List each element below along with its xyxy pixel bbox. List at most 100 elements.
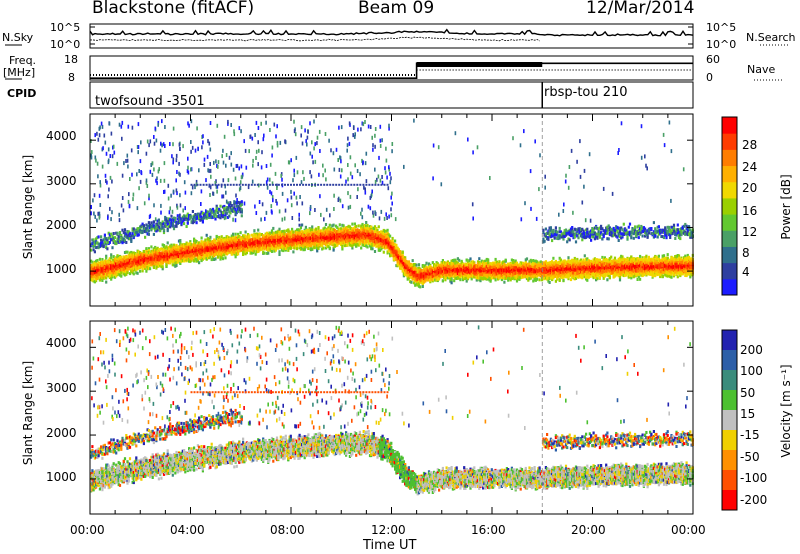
power-cell	[120, 270, 123, 274]
power-cell	[101, 239, 104, 243]
power-cell	[93, 250, 96, 254]
power-cell	[98, 266, 101, 269]
power-cell	[120, 236, 123, 240]
power-cell	[111, 272, 114, 276]
power-cell	[139, 255, 142, 259]
power-cell	[232, 232, 235, 236]
power-cell	[126, 261, 129, 265]
power-cell	[113, 240, 117, 244]
power-cell	[132, 258, 135, 262]
power-cell	[146, 260, 149, 264]
power-cell	[93, 243, 96, 247]
power-cell	[151, 258, 154, 262]
power-cell	[131, 271, 134, 275]
power-cell	[155, 253, 158, 257]
power-cell	[141, 263, 144, 267]
power-cell	[171, 224, 174, 227]
power-cell	[342, 224, 345, 228]
power-cell	[161, 220, 164, 224]
power-cell	[152, 250, 155, 254]
power-cell	[130, 237, 133, 241]
power-cell	[92, 248, 95, 252]
cpid-frame	[89, 81, 694, 109]
power-cell	[150, 227, 153, 231]
power-cell	[162, 245, 166, 249]
power-cell	[121, 238, 124, 242]
power-cell	[115, 231, 118, 235]
power-cell	[101, 258, 104, 261]
power-cell	[139, 265, 142, 269]
cpid-panel	[89, 81, 694, 109]
power-cell	[121, 236, 124, 240]
power-cell	[102, 268, 105, 272]
power-cell	[156, 261, 159, 265]
power-cell	[96, 263, 99, 267]
power-cell	[185, 225, 188, 228]
power-cell	[132, 272, 135, 276]
power-cell	[140, 258, 143, 262]
power-cell	[136, 260, 139, 264]
power-cell	[112, 271, 115, 275]
power-cell	[170, 223, 173, 227]
power-cell	[95, 246, 98, 250]
power-cell	[101, 268, 104, 272]
power-cell	[122, 264, 125, 268]
power-cell	[155, 224, 158, 228]
power-cell	[164, 224, 167, 228]
power-cell	[139, 251, 142, 255]
power-cell	[140, 224, 143, 228]
power-cell	[164, 246, 167, 250]
power-cell	[113, 268, 117, 272]
power-cell	[122, 231, 125, 235]
power-cell	[147, 224, 150, 228]
power-cell	[115, 256, 118, 260]
power-cell	[115, 274, 118, 278]
power-cell	[164, 215, 167, 219]
power-cell	[132, 261, 135, 265]
power-cell	[198, 261, 201, 265]
power-cell	[105, 273, 108, 276]
power-cell	[92, 275, 95, 279]
power-cell	[110, 266, 113, 270]
power-cell	[164, 250, 167, 254]
power-cell	[115, 271, 118, 275]
power-cell	[137, 266, 140, 270]
power-cell	[101, 261, 104, 265]
power-cell	[162, 257, 166, 261]
power-cell	[116, 239, 119, 243]
power-cell	[112, 255, 115, 259]
power-cell	[125, 250, 128, 254]
power-cell	[97, 261, 100, 265]
power-cell	[128, 259, 132, 263]
power-cell	[159, 252, 162, 256]
power-cell	[103, 260, 106, 264]
power-cell	[152, 232, 155, 236]
power-cell	[131, 228, 134, 232]
power-cell	[130, 234, 133, 238]
power-cell	[150, 245, 153, 249]
power-cell	[137, 253, 140, 257]
power-cell	[136, 257, 139, 261]
power-cell	[147, 266, 150, 270]
power-cell	[151, 223, 154, 227]
power-cell	[123, 262, 127, 266]
power-cell	[164, 255, 167, 259]
power-cell	[113, 236, 117, 240]
power-cell	[160, 253, 163, 257]
power-cell	[131, 251, 134, 255]
power-cell	[111, 271, 114, 274]
power-cell	[106, 266, 109, 270]
power-cell	[162, 222, 166, 226]
power-cell	[96, 277, 99, 280]
power-cell	[146, 228, 149, 232]
power-cell	[128, 272, 132, 276]
power-cell	[154, 262, 157, 265]
power-cell	[108, 260, 111, 264]
power-cell	[101, 275, 104, 279]
power-cell	[141, 258, 144, 262]
power-cell	[132, 234, 135, 238]
power-cell	[96, 273, 99, 277]
power-cell	[137, 228, 140, 232]
power-cell	[131, 254, 134, 258]
power-cell	[299, 226, 302, 230]
